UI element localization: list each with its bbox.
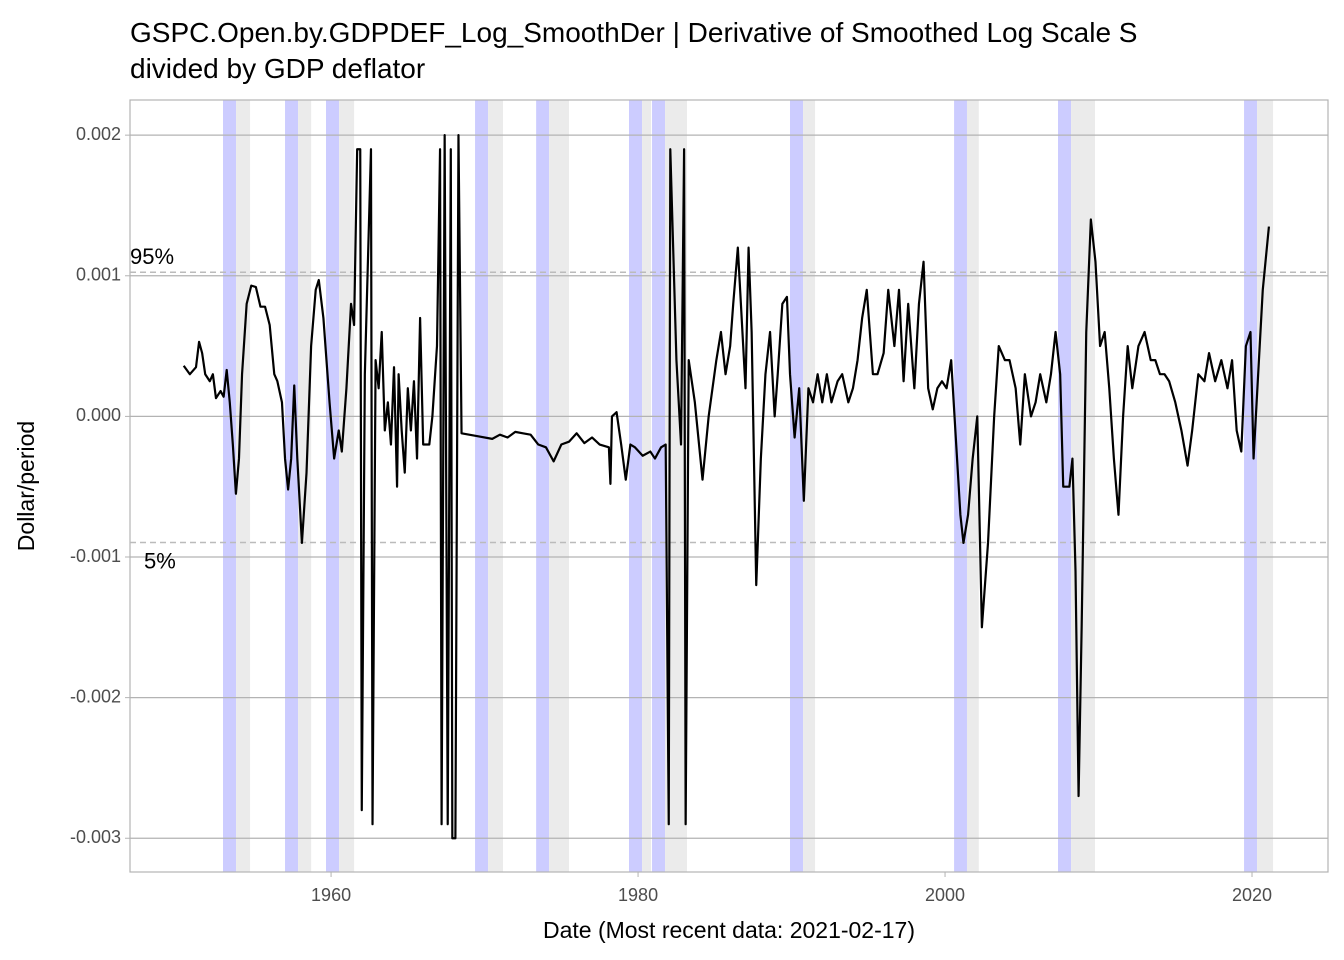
recession-band [488, 100, 503, 872]
x-tick-label: 1960 [311, 885, 351, 905]
chart-title: divided by GDP deflator [130, 53, 425, 84]
recession-band [966, 100, 979, 872]
percentile-label: 5% [144, 548, 176, 573]
recession-band [326, 100, 340, 872]
recession-band [285, 100, 299, 872]
percentile-label: 95% [130, 244, 174, 269]
recession-band [652, 100, 666, 872]
recession-band [536, 100, 550, 872]
recession-band [642, 100, 652, 872]
recession-band [803, 100, 816, 872]
recession-band [223, 100, 237, 872]
x-tick-label: 1980 [618, 885, 658, 905]
x-axis-title: Date (Most recent data: 2021-02-17) [543, 917, 915, 943]
chart-title: GSPC.Open.by.GDPDEF_Log_SmoothDer | Deri… [130, 17, 1137, 48]
recession-band [339, 100, 355, 872]
recession-band [954, 100, 967, 872]
recession-band [790, 100, 804, 872]
recession-band [1257, 100, 1274, 872]
data-line [182, 134, 1271, 840]
recession-band [549, 100, 569, 872]
y-tick-label: 0.002 [76, 124, 121, 144]
y-tick-label: -0.001 [70, 546, 121, 566]
panel-border [129, 99, 1329, 873]
y-tick-label: -0.002 [70, 686, 121, 706]
y-tick-label: 0.000 [76, 405, 121, 425]
x-tick-label: 2020 [1232, 885, 1272, 905]
recession-band [1244, 100, 1258, 872]
x-tick-label: 2000 [925, 885, 965, 905]
recession-band [236, 100, 251, 872]
y-axis-title: Dollar/period [13, 421, 39, 551]
y-tick-label: -0.003 [70, 827, 121, 847]
recession-band [629, 100, 643, 872]
recession-band [475, 100, 489, 872]
y-tick-label: 0.001 [76, 265, 121, 285]
